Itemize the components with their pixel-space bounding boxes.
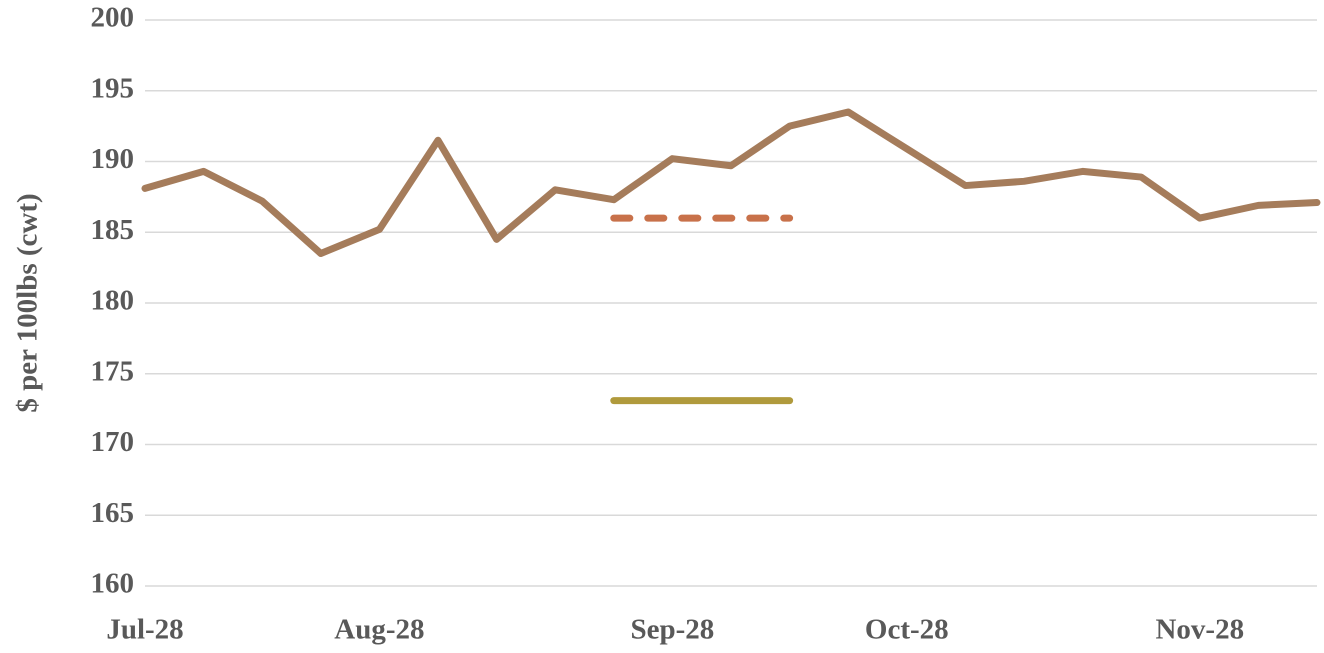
x-tick-label: Aug-28 (334, 614, 424, 646)
y-tick-label: 175 (91, 355, 135, 387)
y-tick-label: 190 (91, 143, 135, 175)
y-tick-label: 195 (91, 72, 135, 104)
x-tick-label: Jul-28 (106, 614, 183, 646)
y-tick-label: 170 (91, 426, 135, 458)
series-line (141, 108, 1321, 257)
y-axis-title: $ per 100lbs (cwt) (12, 193, 44, 412)
x-tick-label: Oct-28 (865, 614, 949, 646)
x-tick-label: Nov-28 (1155, 614, 1244, 646)
x-tick-label: Sep-28 (631, 614, 715, 646)
y-tick-label: 165 (91, 497, 135, 529)
y-tick-label: 185 (91, 214, 135, 246)
y-tick-label: 160 (91, 568, 135, 600)
y-tick-label: 200 (91, 2, 135, 34)
y-tick-label: 180 (91, 285, 135, 317)
